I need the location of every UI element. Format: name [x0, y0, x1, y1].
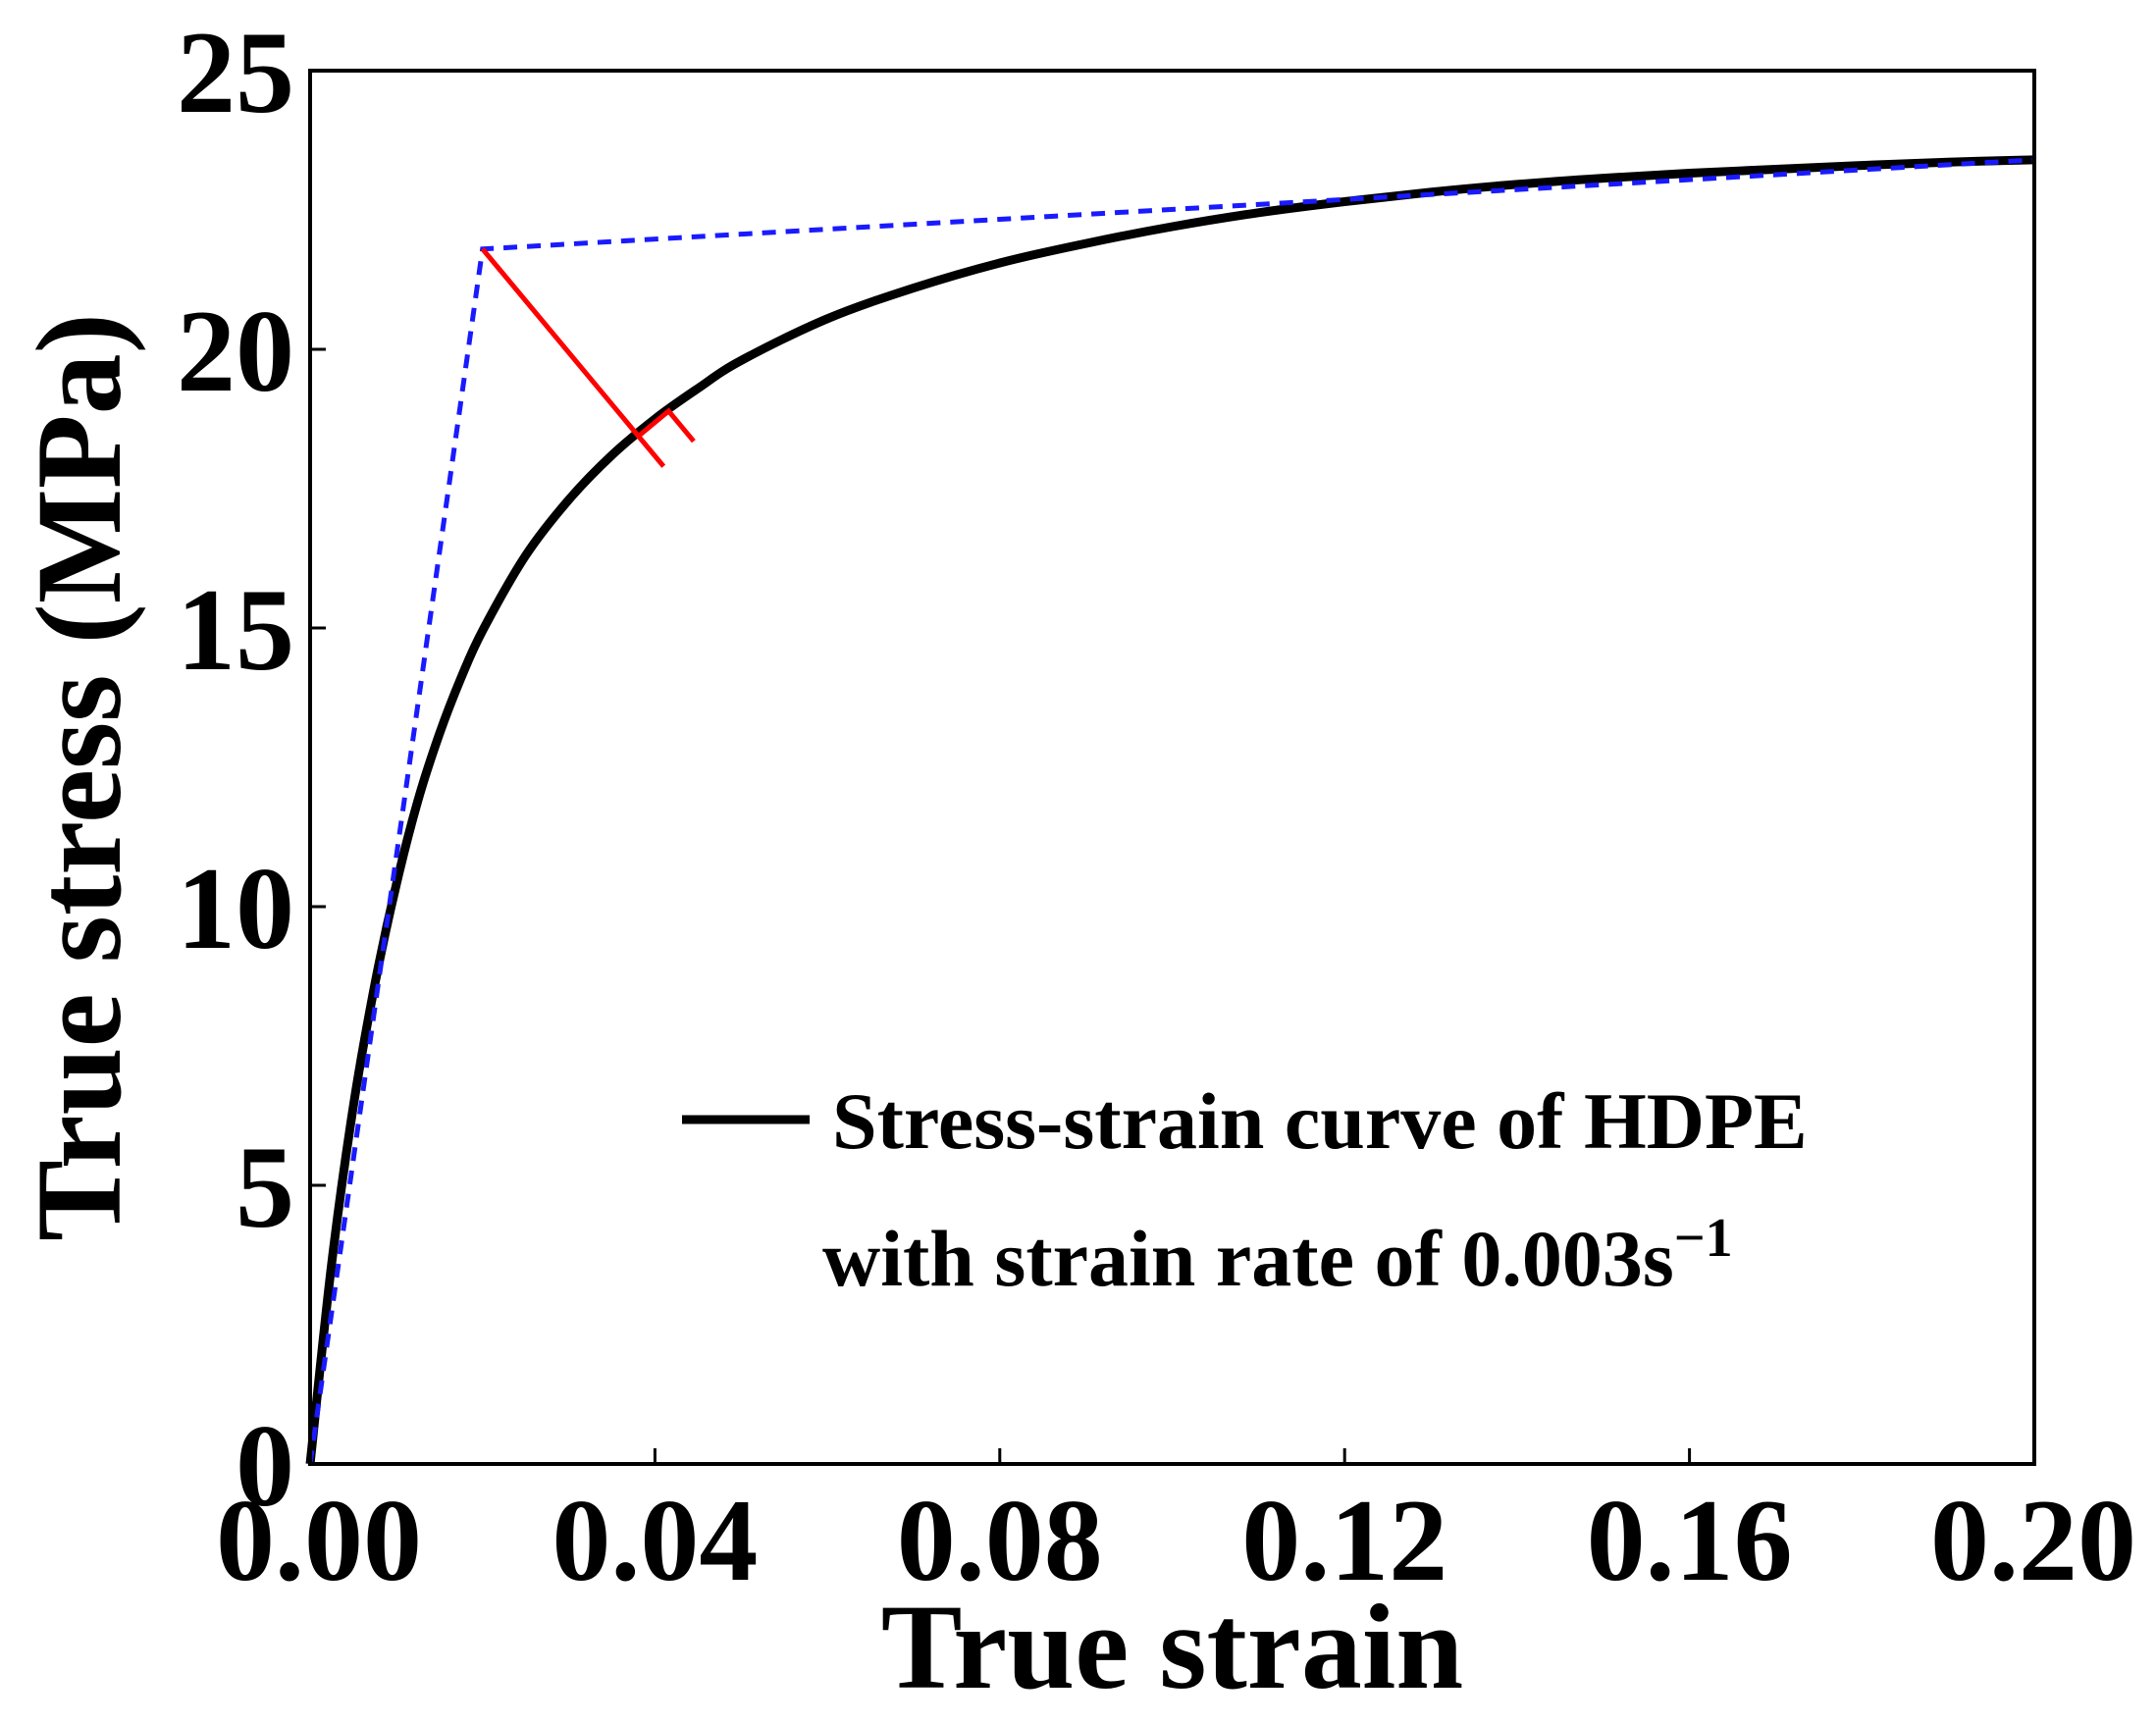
series-line-stress-strain: [305, 155, 2035, 1465]
y-tick-label: 5: [236, 1122, 294, 1252]
legend: Stress-strain curve of HDPE with strain …: [682, 1076, 1808, 1303]
y-axis-title: True stress (MPa): [12, 313, 146, 1241]
y-tick-label: 10: [177, 843, 294, 973]
y-tick-label: 20: [177, 286, 294, 416]
y-tick-label: 0: [236, 1400, 294, 1531]
right-angle-marker: [636, 407, 696, 444]
y-tick-label: 15: [177, 564, 294, 695]
x-tick-label: 0.08: [897, 1475, 1103, 1605]
plot-frame: [308, 69, 2036, 1466]
x-axis-title: True strain: [881, 1580, 1464, 1714]
legend-label-superscript: −1: [1674, 1208, 1733, 1269]
legend-label-main: with strain rate of 0.003s: [822, 1214, 1674, 1303]
x-tick-label: 0.04: [552, 1475, 758, 1605]
x-tick-label: 0.16: [1587, 1475, 1793, 1605]
x-tick-label: 0.12: [1241, 1475, 1447, 1605]
legend-label-line2: with strain rate of 0.003s−1: [822, 1208, 1733, 1303]
x-tick-label: 0.00: [216, 1475, 422, 1605]
series-line-perpendicular: [480, 247, 666, 468]
x-tick-label: 0.20: [1930, 1475, 2136, 1605]
legend-label-line1: Stress-strain curve of HDPE: [832, 1076, 1808, 1166]
y-tick-label: 25: [177, 7, 294, 137]
